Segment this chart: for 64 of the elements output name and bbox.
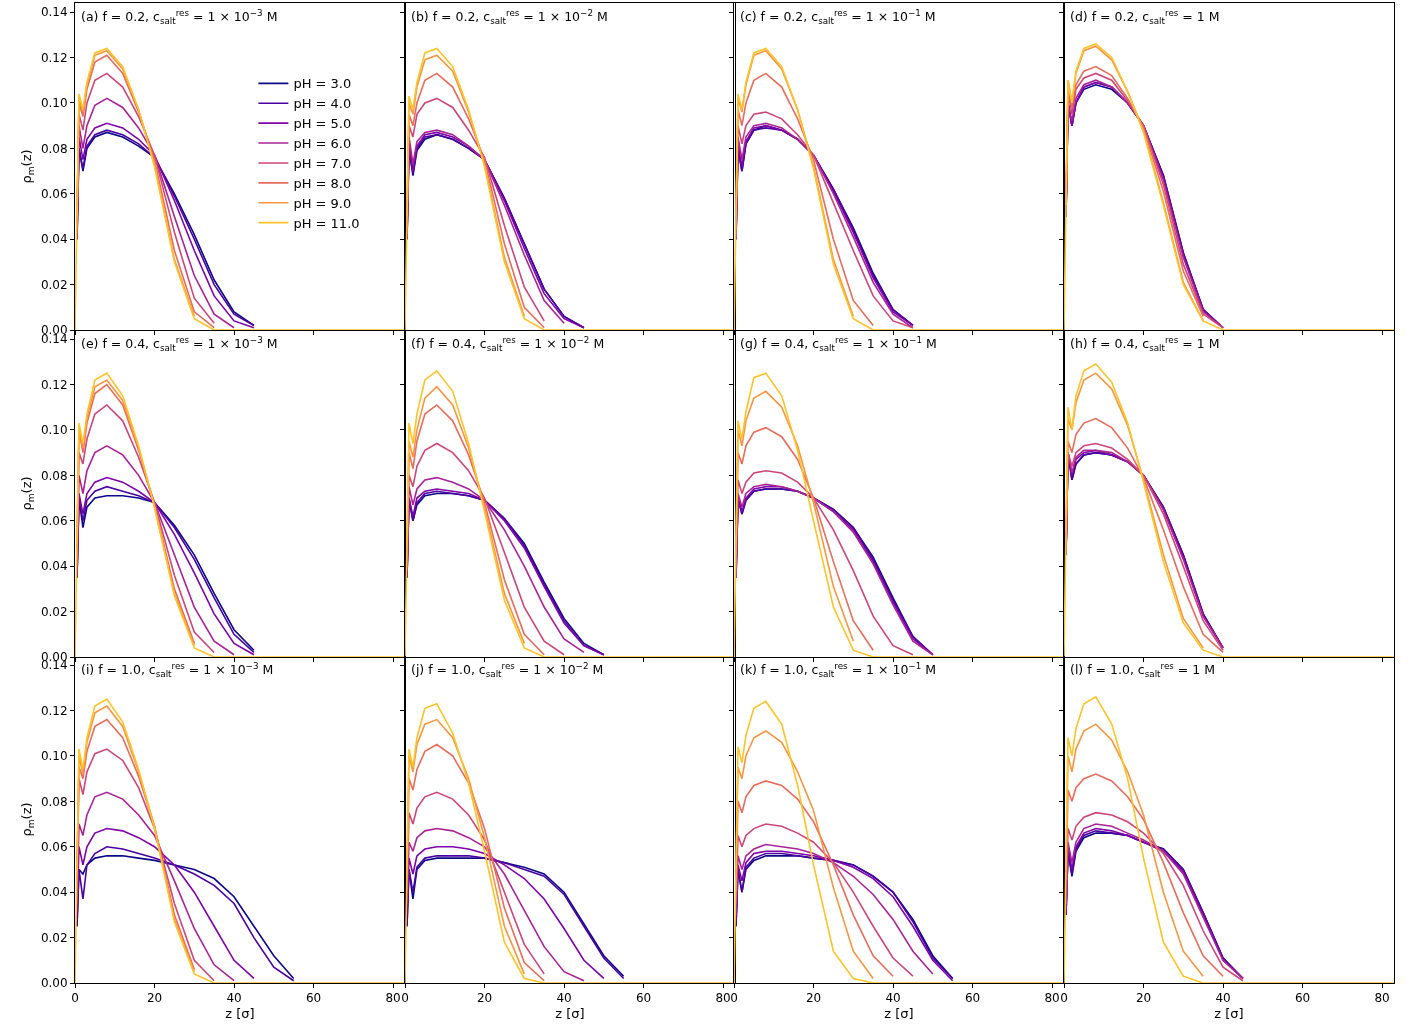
x-tick-label: 40 — [885, 991, 901, 1006]
x-tick-label: 80 — [385, 991, 401, 1006]
y-tick-label: 0.10 — [40, 422, 68, 437]
legend-label: pH = 9.0 — [293, 195, 352, 211]
x-tick-label: 80 — [714, 991, 731, 1006]
legend-label: pH = 3.0 — [293, 76, 352, 92]
text: (l) f = 1.0, c$_{salt}$$^{res}$ = 1 M — [1069, 661, 1215, 680]
y-tick-label: 0.02 — [40, 277, 68, 292]
x-tick-label: 60 — [1294, 991, 1310, 1006]
text: (k) f = 1.0, c$_{salt}$$^{res}$ = 1 × 10$^{−1}$ M — [740, 661, 937, 680]
x-tick-label: 20 — [146, 991, 163, 1006]
legend-label: pH = 6.0 — [293, 136, 352, 152]
y-tick-label: 0.14 — [40, 5, 68, 20]
y-tick-label: 0.00 — [40, 976, 68, 991]
text: (g) f = 0.4, c$_{salt}$$^{res}$ = 1 × 10$^{−1}$ M — [740, 334, 937, 353]
legend-label: pH = 5.0 — [293, 116, 352, 132]
x-tick-label: 40 — [226, 991, 242, 1006]
x-tick-label: 0 — [730, 991, 738, 1006]
y-tick-label: 0.04 — [40, 232, 68, 247]
y-tick-label: 0.06 — [40, 513, 68, 528]
y-tick-label: 0.04 — [40, 885, 68, 900]
text: (c) f = 0.2, c$_{salt}$$^{res}$ = 1 × 10$^{−1}$ M — [740, 8, 936, 26]
y-tick-label: 0.12 — [40, 377, 68, 392]
y-tick-label: 0.06 — [40, 186, 68, 201]
x-tick-label: 60 — [305, 991, 322, 1006]
text: (f) f = 0.4, c$_{salt}$$^{res}$ = 1 × 10$^{−2}$ M — [410, 334, 604, 353]
x-tick-label: 60 — [964, 991, 981, 1006]
legend-label: pH = 7.0 — [293, 156, 352, 172]
y-tick-label: 0.10 — [40, 749, 68, 764]
x-tick-label: 20 — [476, 991, 492, 1006]
x-tick-label: 0 — [400, 991, 409, 1006]
y-tick-label: 0.04 — [40, 559, 68, 574]
x-axis-title: z [σ] — [225, 1006, 255, 1022]
x-axis-title: z [σ] — [554, 1006, 585, 1022]
y-tick-label: 0.02 — [40, 931, 68, 946]
text: (h) f = 0.4, c$_{salt}$$^{res}$ = 1 M — [1069, 334, 1219, 353]
legend-label: pH = 8.0 — [293, 175, 352, 191]
legend-label: pH = 11.0 — [293, 215, 360, 231]
text: (j) f = 1.0, c$_{salt}$$^{res}$ = 1 × 10$^{−2}$ M — [410, 661, 603, 680]
x-tick-label: 80 — [1044, 991, 1060, 1006]
text: (i) f = 1.0, c$_{salt}$$^{res}$ = 1 × 10$^{−3}$ M — [81, 661, 274, 680]
y-tick-label: 0.12 — [40, 50, 68, 65]
x-axis-title: z [σ] — [1213, 1006, 1244, 1022]
y-tick-label: 0.12 — [40, 704, 68, 719]
text: (d) f = 0.2, c$_{salt}$$^{res}$ = 1 M — [1069, 8, 1219, 26]
y-tick-label: 0.06 — [40, 840, 68, 855]
text: (a) f = 0.2, c$_{salt}$$^{res}$ = 1 × 10$^{−3}$ M — [81, 8, 278, 26]
x-tick-label: 40 — [555, 991, 572, 1006]
x-tick-label: 80 — [1373, 991, 1390, 1006]
text: (e) f = 0.4, c$_{salt}$$^{res}$ = 1 × 10$^{−3}$ M — [81, 334, 278, 353]
x-tick-label: 20 — [805, 991, 822, 1006]
x-tick-label: 40 — [1214, 991, 1231, 1006]
x-axis-title: z [σ] — [884, 1006, 914, 1022]
text: (b) f = 0.2, c$_{salt}$$^{res}$ = 1 × 10$^{−2}$ M — [410, 8, 608, 26]
x-tick-label: 0 — [71, 991, 79, 1006]
y-tick-label: 0.08 — [40, 794, 68, 809]
x-tick-label: 60 — [635, 991, 651, 1006]
y-tick-label: 0.02 — [40, 604, 68, 619]
y-tick-label: 0.08 — [40, 468, 68, 483]
x-tick-label: 20 — [1135, 991, 1151, 1006]
x-tick-label: 0 — [1059, 991, 1068, 1006]
legend-label: pH = 4.0 — [293, 96, 352, 112]
y-tick-label: 0.10 — [40, 96, 68, 111]
y-tick-label: 0.08 — [40, 141, 68, 156]
